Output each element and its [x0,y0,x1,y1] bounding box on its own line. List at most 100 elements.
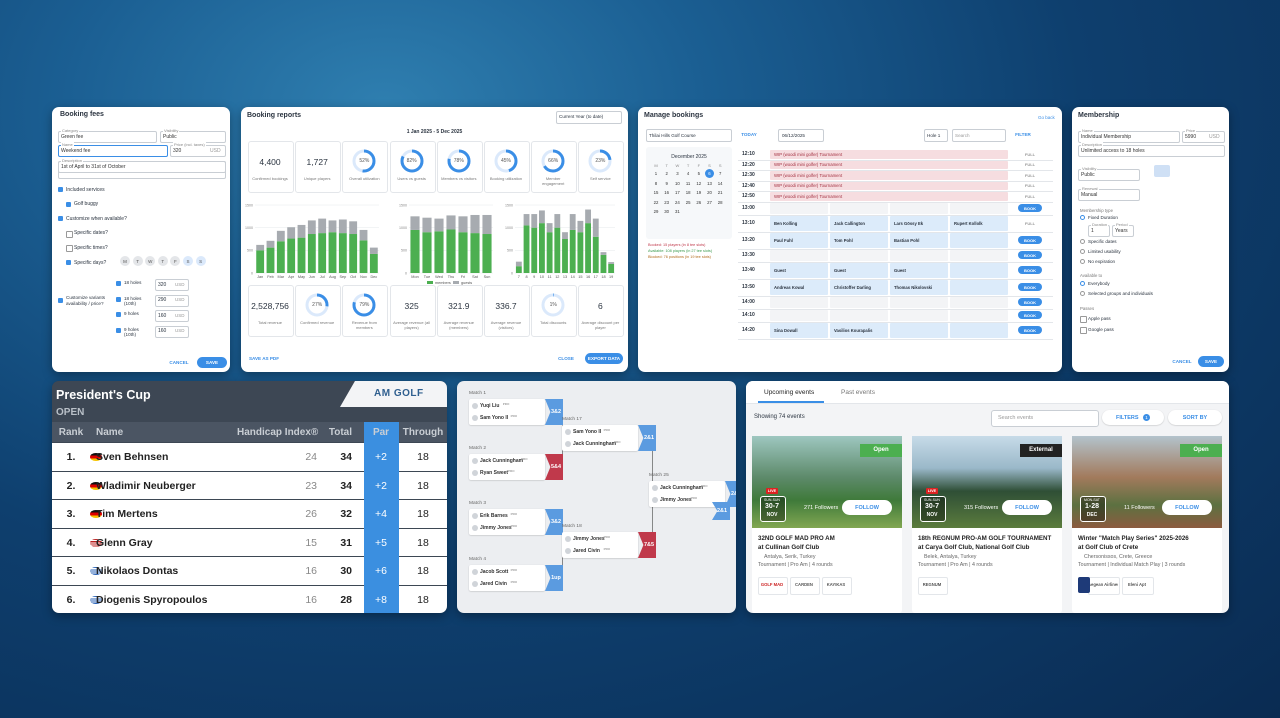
slot-action[interactable] [1018,283,1042,291]
calendar-day[interactable]: 10 [675,180,680,186]
action-label[interactable]: FULL [1024,193,1036,199]
calendar-day[interactable]: 7 [718,171,722,176]
action-label[interactable]: BOOK [1024,299,1036,305]
calendar-day[interactable]: 8 [654,180,658,186]
player-slot[interactable] [950,262,1008,278]
player-slot[interactable] [890,296,948,308]
day-toggle[interactable] [170,256,181,266]
player-slot[interactable] [890,309,948,321]
input-box[interactable] [58,131,157,143]
checkbox[interactable] [58,298,63,303]
action-label[interactable]: BOOK [1024,237,1036,243]
calendar-day[interactable]: 28 [717,199,723,205]
calendar-day[interactable]: 15 [653,190,659,195]
export-button[interactable] [585,353,623,364]
player-slot[interactable] [830,296,888,308]
checkbox[interactable] [116,312,121,317]
calendar-day[interactable]: 26 [696,199,702,205]
player-slot[interactable] [950,296,1008,308]
calendar-day[interactable]: 9 [665,180,668,186]
radio[interactable] [1080,291,1085,296]
slot-action[interactable] [1018,236,1042,244]
calendar-day[interactable]: 4 [686,171,690,176]
slot-action[interactable] [1018,311,1042,319]
checkbox[interactable] [116,281,121,286]
slot-action[interactable] [1018,298,1042,306]
calendar-day[interactable]: 3 [676,171,679,176]
checkbox[interactable] [58,216,63,222]
player-slot[interactable] [770,249,828,261]
calendar-day[interactable]: 20 [707,190,712,195]
slot-action[interactable] [1018,266,1042,274]
calendar-day[interactable]: 11 [685,180,691,186]
calendar-day[interactable]: 6 [708,171,711,176]
course-select[interactable] [646,129,732,142]
slot-action[interactable] [1018,326,1042,334]
radio[interactable] [1080,281,1085,286]
player-slot[interactable] [770,296,828,308]
action-label[interactable]: FULL [1024,151,1036,157]
save-button[interactable] [1198,356,1224,367]
calendar-day[interactable]: 5 [697,171,700,176]
player-slot[interactable] [950,249,1008,261]
checkbox[interactable] [1080,316,1087,323]
player-slot[interactable] [950,322,1008,338]
checkbox[interactable] [66,260,71,265]
player-slot[interactable] [770,215,828,231]
calendar-day[interactable]: 21 [717,190,723,195]
calendar-day[interactable]: 1 [654,171,658,176]
player-slot[interactable] [950,309,1008,321]
follow-button[interactable] [1002,500,1052,515]
calendar-day[interactable]: 19 [696,190,702,195]
radio[interactable] [1080,215,1085,220]
follow-button[interactable] [1162,500,1212,515]
day-toggle[interactable] [157,256,168,266]
player-slot[interactable] [890,202,948,214]
player-slot[interactable] [890,279,948,295]
player-slot[interactable] [830,215,888,231]
player-slot[interactable] [830,249,888,261]
calendar-day[interactable]: 29 [653,209,659,214]
input-box[interactable] [1078,189,1140,201]
action-label[interactable]: BOOK [1024,284,1036,290]
action-label[interactable]: FULL [1024,172,1036,178]
checkbox[interactable] [116,327,121,333]
follow-button[interactable] [842,500,892,515]
checkbox[interactable] [66,230,73,238]
input-box[interactable] [1078,145,1225,157]
player-slot[interactable] [770,309,828,321]
checkbox[interactable] [116,296,121,302]
checkbox[interactable] [66,201,71,207]
slot-action[interactable] [1018,204,1042,212]
tab[interactable]: Upcoming events [764,389,815,396]
calendar-day[interactable]: 27 [707,199,712,205]
action-label[interactable]: FULL [1024,183,1036,189]
player-slot[interactable] [830,232,888,248]
action-label[interactable]: FULL [1024,162,1036,168]
filters-button[interactable] [1102,410,1164,425]
player-slot[interactable] [770,262,828,278]
calendar-day[interactable]: 18 [685,190,691,195]
player-slot[interactable] [770,322,828,338]
sort-button[interactable] [1168,410,1222,425]
day-toggle[interactable] [132,256,143,266]
action-label[interactable]: BOOK [1024,205,1036,211]
save-button[interactable] [197,357,227,368]
back-link[interactable]: Go back [1038,115,1055,120]
search-input[interactable] [991,410,1099,427]
action-label[interactable]: BOOK [1024,252,1036,258]
calendar-day[interactable]: 23 [664,199,670,205]
action-label[interactable]: BOOK [1024,312,1036,318]
period-select[interactable] [556,111,622,124]
player-slot[interactable] [770,232,828,248]
player-slot[interactable] [950,279,1008,295]
calendar-day[interactable]: 12 [696,180,702,186]
checkbox[interactable] [1080,327,1087,334]
calendar-day[interactable]: 16 [664,190,670,195]
player-slot[interactable] [770,279,828,295]
input-box[interactable] [1078,131,1180,143]
day-toggle[interactable] [195,256,206,266]
player-slot[interactable] [830,309,888,321]
player-slot[interactable] [830,322,888,338]
day-toggle[interactable] [183,256,193,266]
